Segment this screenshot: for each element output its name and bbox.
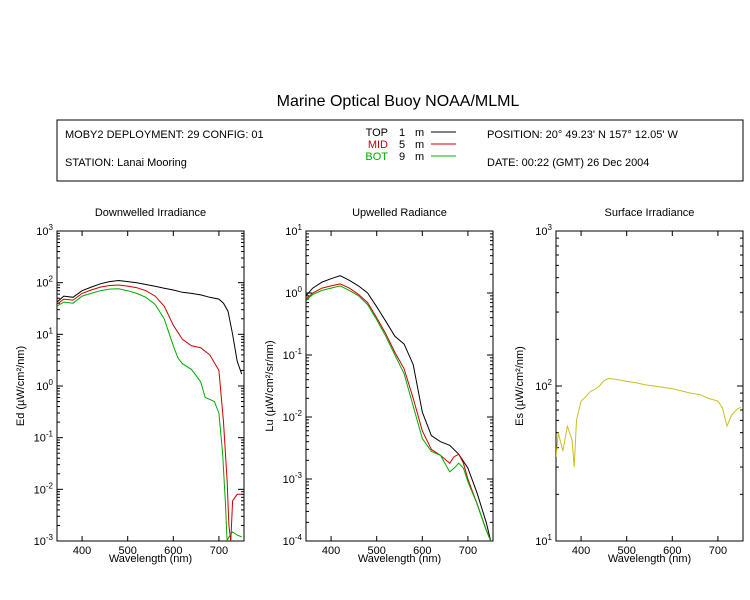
ed-series-mid bbox=[57, 284, 242, 541]
ed-xtick-label: 600 bbox=[164, 545, 182, 557]
info-box bbox=[56, 119, 744, 182]
es-ylabel: Es (µW/cm²/nm) bbox=[514, 346, 526, 426]
lu-series-mid bbox=[306, 283, 492, 541]
ed-xlabel: Wavelength (nm) bbox=[109, 553, 192, 565]
legend-top-name: TOP bbox=[366, 127, 388, 139]
ed-ytick-label: 103 bbox=[36, 223, 53, 238]
lu-series-bot bbox=[306, 285, 492, 541]
legend-top-depth: 1 bbox=[399, 127, 405, 139]
es-xlabel: Wavelength (nm) bbox=[608, 553, 691, 565]
legend-top-unit: m bbox=[415, 127, 424, 139]
ed-series-bot bbox=[57, 288, 242, 541]
ed-ytick-label: 10-1 bbox=[34, 430, 54, 445]
lu-ytick-label: 10-3 bbox=[283, 471, 303, 486]
ed-title: Downwelled Irradiance bbox=[95, 207, 206, 219]
es-series-line0 bbox=[556, 377, 741, 468]
lu-xlabel: Wavelength (nm) bbox=[358, 553, 441, 565]
position-text: POSITION: 20° 49.23' N 157° 12.05' W bbox=[487, 129, 679, 141]
lu-xtick-label: 500 bbox=[368, 545, 386, 557]
ed-ytick-label: 101 bbox=[36, 326, 53, 341]
lu-xtick-label: 400 bbox=[322, 545, 340, 557]
panel-upwelled-radiance: Upwelled Radiance 400 500 600 700 Wavelength … bbox=[264, 207, 494, 565]
es-title: Surface Irradiance bbox=[605, 207, 695, 219]
es-xtick-label: 500 bbox=[618, 545, 636, 557]
ed-ytick-label: 100 bbox=[36, 378, 53, 393]
lu-series-top bbox=[306, 275, 492, 541]
lu-plot-frame bbox=[305, 230, 494, 542]
figure-title: Marine Optical Buoy NOAA/MLML bbox=[277, 93, 520, 110]
ed-plot-frame bbox=[56, 230, 245, 542]
legend-mid-name: MID bbox=[368, 139, 388, 151]
legend-entry-bot: BOT 9 m bbox=[365, 151, 456, 163]
lu-ytick-label: 100 bbox=[285, 285, 302, 300]
lu-ytick-label: 101 bbox=[285, 223, 302, 238]
lu-ytick-label: 10-2 bbox=[283, 409, 303, 424]
legend-bot-name: BOT bbox=[365, 151, 388, 163]
ed-series-top bbox=[57, 279, 243, 375]
panel-downwelled-irradiance: Downwelled Irradiance 400 500 600 700 Wavelen… bbox=[15, 207, 245, 565]
es-plot-frame bbox=[555, 230, 744, 542]
lu-ytick-label: 10-1 bbox=[283, 347, 303, 362]
legend-bot-depth: 9 bbox=[399, 151, 405, 163]
panel-surface-irradiance: Surface Irradiance 400 500 600 700 Wavelength… bbox=[514, 207, 744, 565]
ed-ytick-label: 10-2 bbox=[34, 481, 54, 496]
lu-xtick-label: 600 bbox=[413, 545, 431, 557]
lu-ylabel: Lu (µW/cm²/sr/nm) bbox=[264, 340, 276, 431]
lu-title: Upwelled Radiance bbox=[352, 207, 447, 219]
ed-xtick-label: 400 bbox=[73, 545, 91, 557]
legend-mid-unit: m bbox=[415, 139, 424, 151]
legend-entry-top: TOP 1 m bbox=[366, 127, 456, 139]
lu-ytick-label: 10-4 bbox=[283, 533, 303, 548]
es-ytick-label: 103 bbox=[535, 223, 552, 238]
ed-ytick-label: 102 bbox=[36, 275, 53, 290]
es-ytick-label: 102 bbox=[535, 378, 552, 393]
es-xtick-label: 400 bbox=[572, 545, 590, 557]
es-xtick-label: 700 bbox=[709, 545, 727, 557]
legend-mid-depth: 5 bbox=[399, 139, 405, 151]
deployment-text: MOBY2 DEPLOYMENT: 29 CONFIG: 01 bbox=[65, 129, 264, 141]
station-text: STATION: Lanai Mooring bbox=[65, 157, 187, 169]
ed-ytick-label: 10-3 bbox=[34, 533, 54, 548]
es-xtick-label: 600 bbox=[663, 545, 681, 557]
lu-xtick-label: 700 bbox=[459, 545, 477, 557]
legend-entry-mid: MID 5 m bbox=[368, 139, 456, 151]
legend-bot-unit: m bbox=[415, 151, 424, 163]
es-ytick-label: 101 bbox=[535, 533, 552, 548]
ed-xtick-label: 700 bbox=[210, 545, 228, 557]
legend: TOP 1 m MID 5 m BOT 9 m bbox=[365, 127, 456, 163]
date-text: DATE: 00:22 (GMT) 26 Dec 2004 bbox=[487, 157, 649, 169]
ed-xtick-label: 500 bbox=[119, 545, 137, 557]
ed-ylabel: Ed (µW/cm²/nm) bbox=[15, 346, 27, 426]
